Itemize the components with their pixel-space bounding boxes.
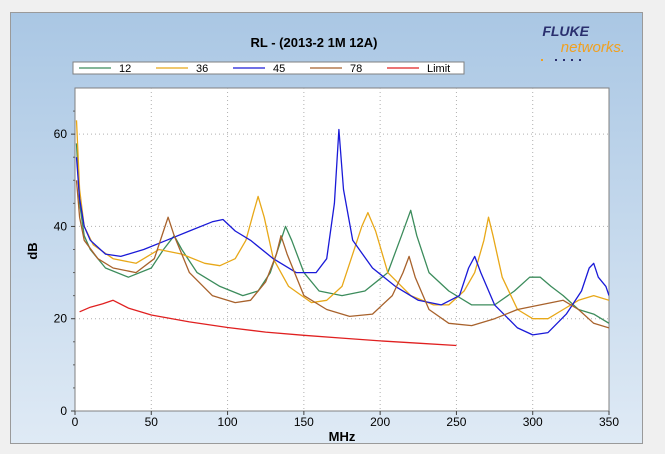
series-line-78 xyxy=(75,180,609,329)
series-group xyxy=(75,120,609,347)
grid xyxy=(75,88,609,411)
plot-area xyxy=(74,87,610,412)
legend-box xyxy=(72,61,465,75)
y-tick-label: 60 xyxy=(54,127,68,141)
y-tick-label: 40 xyxy=(54,219,68,233)
x-tick-label: 150 xyxy=(294,415,314,429)
legend-label: 36 xyxy=(196,63,208,75)
chart-title: RL - (2013-2 1M 12A) xyxy=(251,35,378,50)
axes: 0 50 100 150 200 250 300 350 0 20 40 60 xyxy=(54,110,619,429)
logo-dots-icon xyxy=(555,59,581,61)
legend-label: 45 xyxy=(273,63,285,75)
legend: 12 36 45 78 Limit xyxy=(72,61,465,75)
logo-brand-bottom: networks. xyxy=(561,39,625,56)
x-tick-label: 200 xyxy=(370,415,390,429)
legend-label: 12 xyxy=(119,63,131,75)
series-line-36 xyxy=(75,120,609,320)
series-line-45 xyxy=(75,128,609,336)
legend-label: Limit xyxy=(427,63,450,75)
return-loss-chart: RL - (2013-2 1M 12A) FLUKE networks. 12 3… xyxy=(11,13,642,444)
logo-dot-accent xyxy=(541,59,543,61)
logo-brand-top: FLUKE xyxy=(542,23,589,39)
x-tick-label: 0 xyxy=(72,415,79,429)
y-tick-label: 20 xyxy=(54,312,68,326)
x-tick-label: 250 xyxy=(446,415,466,429)
x-tick-label: 300 xyxy=(523,415,543,429)
x-axis-label: MHz xyxy=(329,429,356,443)
chart-panel: RL - (2013-2 1M 12A) FLUKE networks. 12 3… xyxy=(10,12,643,444)
series-line-limit xyxy=(79,299,457,347)
x-tick-label: 350 xyxy=(599,415,619,429)
series-line-12 xyxy=(75,143,609,324)
legend-label: 78 xyxy=(350,63,362,75)
y-tick-label: 0 xyxy=(60,404,67,418)
x-tick-label: 100 xyxy=(218,415,238,429)
y-axis-label: dB xyxy=(25,242,40,259)
x-tick-label: 50 xyxy=(145,415,159,429)
fluke-networks-logo: FLUKE networks. xyxy=(541,23,625,61)
